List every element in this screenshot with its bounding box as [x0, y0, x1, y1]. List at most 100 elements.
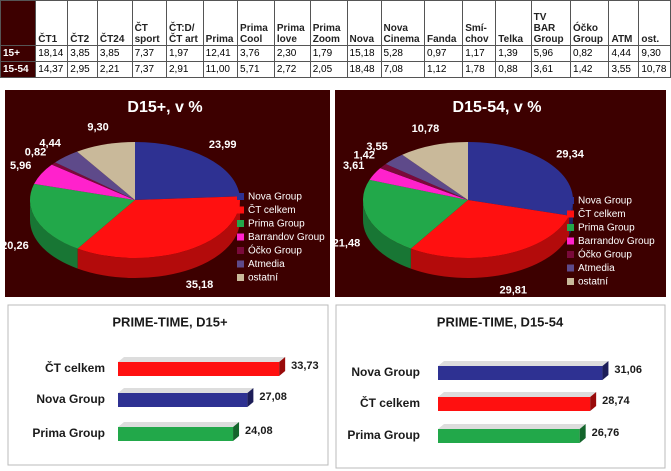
- legend-swatch: [237, 247, 244, 254]
- table-cell: ČT sport: [131, 0, 167, 46]
- pie-slice: [29, 183, 135, 249]
- legend-label: Atmedia: [578, 263, 615, 274]
- legend-swatch: [567, 264, 574, 272]
- table-cell: 2,72: [273, 61, 311, 78]
- pie-slice: [380, 163, 468, 200]
- table-cell: ATM: [608, 0, 640, 46]
- table-cell: ČT:D/ ČT art: [165, 0, 204, 46]
- data-label: 5,96: [10, 160, 31, 172]
- legend-label: Prima Group: [578, 223, 635, 234]
- pie-slice: [410, 200, 570, 258]
- bar-depth: [118, 422, 240, 427]
- data-label: 26,76: [592, 427, 620, 439]
- data-label: 23,99: [209, 139, 237, 151]
- slice-side: [363, 200, 411, 269]
- pie-slice: [363, 179, 468, 249]
- data-label: 10,78: [412, 123, 440, 135]
- pie-slice: [135, 142, 240, 200]
- legend-label: Barrandov Group: [578, 236, 655, 247]
- share-table: ČT1 ČT2 ČT24 ČT sport ČT:D/ ČT art Prima Prima…: [0, 0, 671, 78]
- pie-slice: [77, 142, 135, 200]
- table-row: 15+ 18,14 3,85 3,85 7,37 1,97 12,41 3,76 2,30 1,7…: [0, 45, 671, 62]
- pie-slice: [55, 151, 135, 200]
- legend-label: ČT celkem: [578, 207, 626, 220]
- category-label: Nova Group: [36, 392, 105, 406]
- legend-swatch: [567, 197, 574, 204]
- data-label: 31,06: [614, 364, 642, 376]
- bar-end: [579, 424, 586, 443]
- legend-label: Barrandov Group: [248, 232, 325, 243]
- legend-swatch: [237, 193, 244, 200]
- category-label: ČT celkem: [360, 395, 420, 410]
- data-label: 28,74: [602, 395, 630, 407]
- category-label: Nova Group: [351, 365, 420, 379]
- bar-depth: [118, 388, 254, 393]
- table-cell: Nova Cinema: [380, 0, 426, 46]
- table-cell: 1,12: [424, 61, 464, 78]
- data-label: 3,61: [343, 160, 364, 172]
- row-label: [0, 0, 37, 46]
- table-cell: 10,78: [638, 61, 671, 78]
- table-cell: 3,55: [608, 61, 640, 78]
- category-label: Prima Group: [347, 428, 420, 442]
- data-label: 24,08: [245, 425, 273, 437]
- bar-depth: [438, 361, 609, 366]
- row-label: 15-54: [0, 61, 37, 78]
- legend-label: Nova Group: [578, 196, 632, 207]
- data-label: 21,48: [333, 238, 361, 250]
- bar-depth: [438, 392, 597, 397]
- pie-slice: [369, 168, 468, 200]
- bar: [118, 427, 234, 441]
- data-label: 3,55: [366, 141, 387, 153]
- table-cell: Fanda: [424, 0, 464, 46]
- table-row: ČT1 ČT2 ČT24 ČT sport ČT:D/ ČT art Prima Prima…: [0, 0, 671, 46]
- data-label: 33,73: [291, 360, 319, 372]
- legend-swatch: [237, 233, 244, 241]
- table-cell: 1,42: [570, 61, 610, 78]
- bar: [438, 397, 591, 411]
- table-cell: Prima Cool: [237, 0, 275, 46]
- pie-slice: [385, 154, 468, 200]
- bar-end: [590, 392, 597, 411]
- panel: [335, 304, 666, 469]
- data-label: 1,42: [353, 150, 374, 162]
- pie-slice: [77, 196, 241, 258]
- table-cell: 7,37: [131, 61, 167, 78]
- data-label: 29,81: [500, 284, 528, 296]
- legend-label: ČT celkem: [248, 203, 296, 216]
- category-label: Prima Group: [32, 426, 105, 440]
- legend-label: Atmedia: [248, 259, 285, 270]
- pie-slice: [51, 162, 135, 200]
- legend-swatch: [237, 206, 244, 214]
- data-label: 9,30: [87, 122, 108, 134]
- table-cell: 18,14: [35, 45, 69, 62]
- data-label: 35,18: [186, 279, 214, 291]
- legend-swatch: [237, 274, 244, 281]
- data-label: 4,44: [39, 137, 61, 149]
- table-cell: 18,48: [346, 61, 382, 78]
- data-label: 29,34: [556, 148, 584, 160]
- slice-side: [30, 200, 78, 269]
- legend-swatch: [237, 220, 244, 227]
- category-label: ČT celkem: [45, 360, 105, 375]
- legend-label: ostatní: [248, 273, 278, 284]
- bar: [438, 366, 603, 380]
- table-cell: ost.: [638, 0, 671, 46]
- legend-swatch: [237, 260, 244, 268]
- bar-depth: [118, 357, 286, 362]
- table-cell: 0,88: [495, 61, 532, 78]
- legend-label: Óčko Group: [248, 244, 302, 257]
- chart-title: PRIME-TIME, D15+: [112, 314, 228, 329]
- pie-slice: [34, 164, 135, 200]
- table-cell: TV BAR Group: [530, 0, 572, 46]
- legend-label: ostatní: [578, 277, 608, 288]
- bar: [118, 362, 280, 376]
- bar-depth: [438, 424, 586, 429]
- chart-title: D15+, v %: [127, 99, 202, 116]
- chart-title: PRIME-TIME, D15-54: [437, 314, 564, 329]
- legend-label: Óčko Group: [578, 248, 632, 261]
- chart-title: D15-54, v %: [453, 99, 542, 116]
- table-cell: Óčko Group: [570, 0, 610, 46]
